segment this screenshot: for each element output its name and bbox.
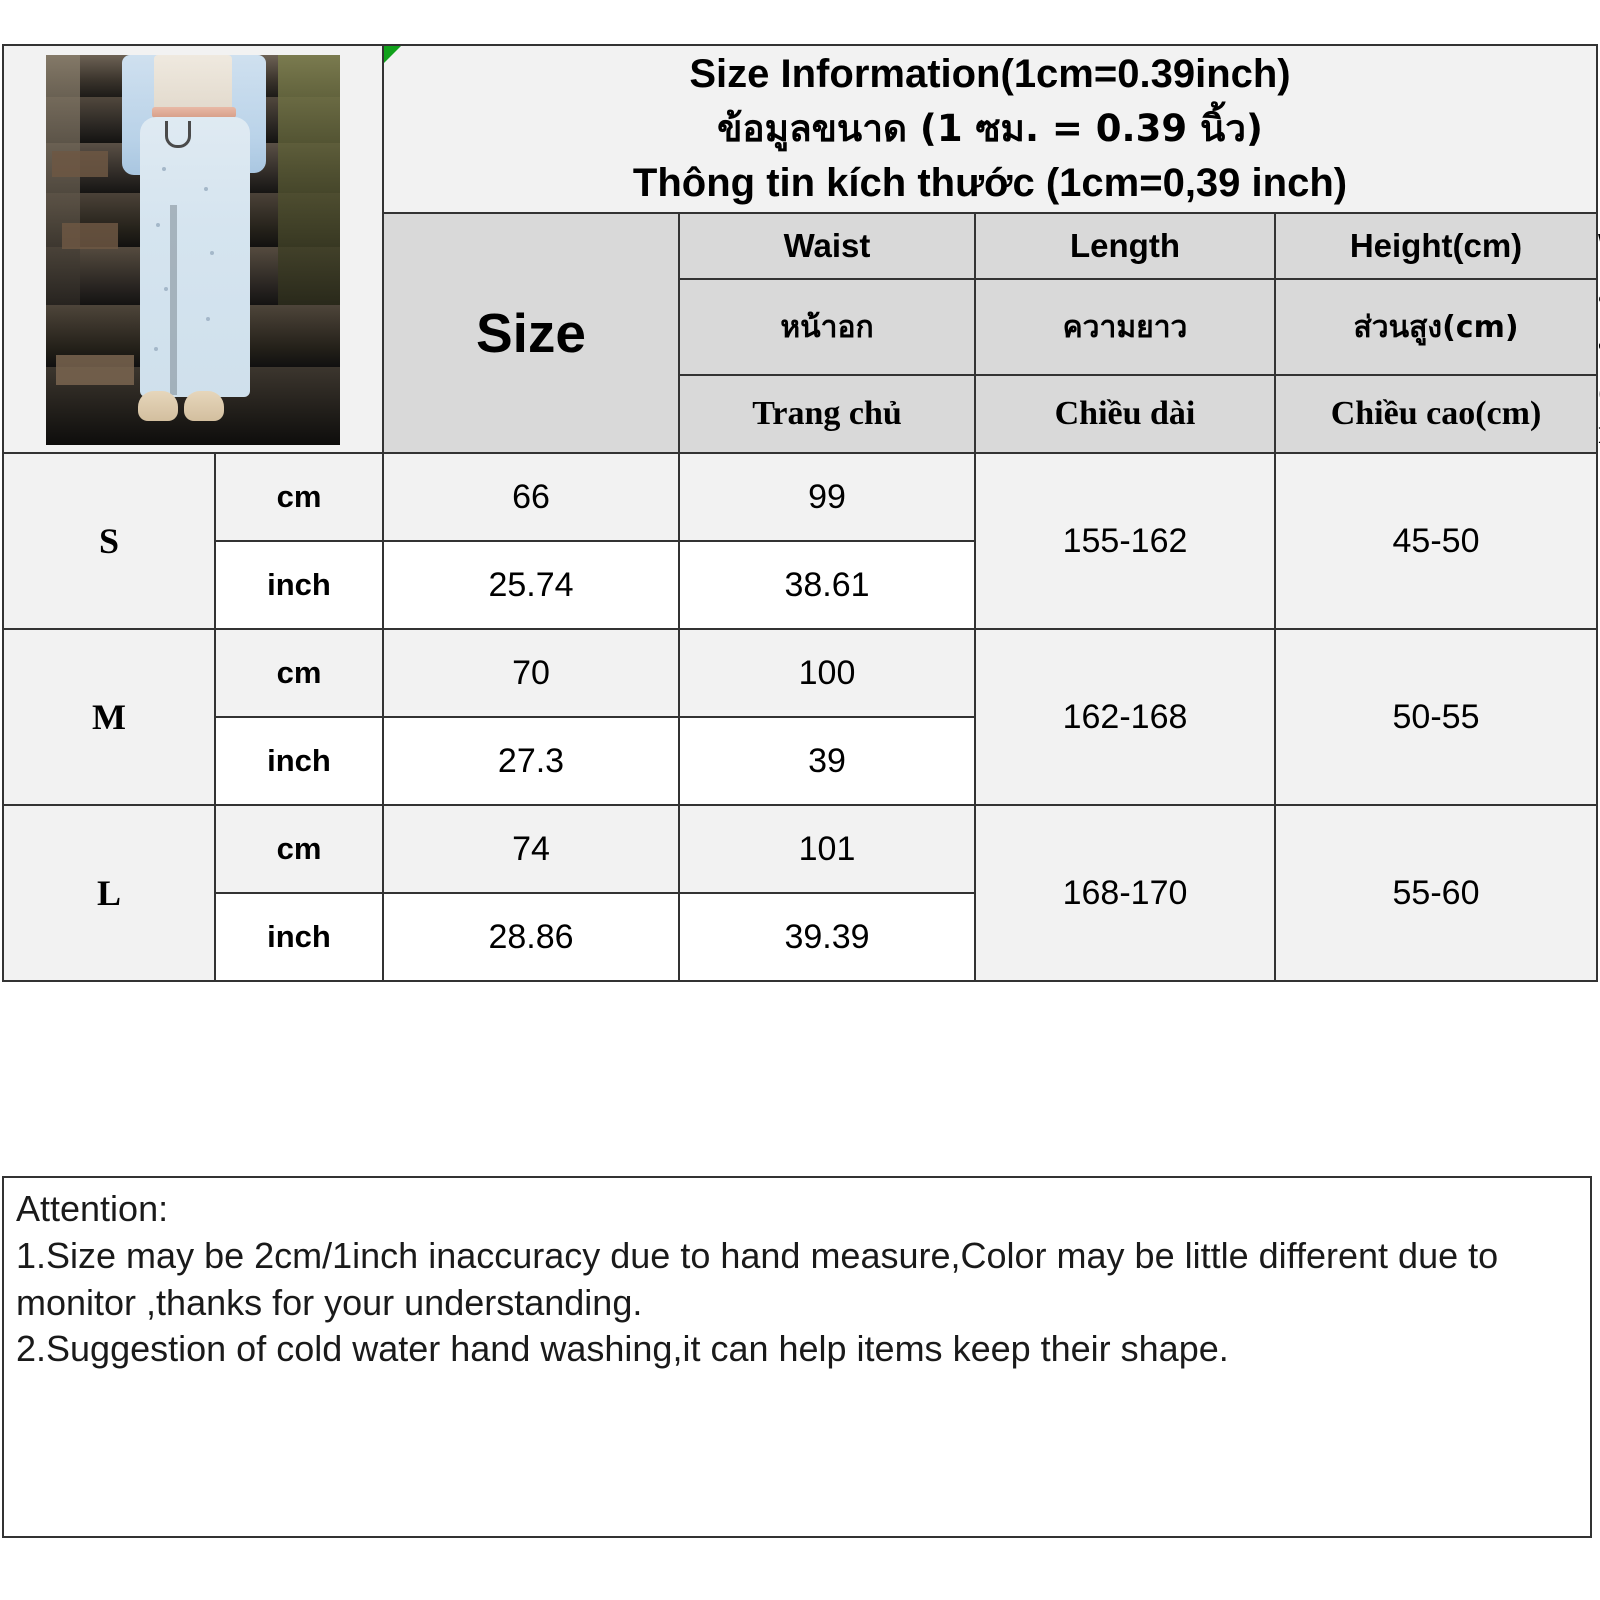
- table-row: inch 25.74 38.61: [3, 540, 1597, 631]
- weight-range-s: 45-50: [1274, 452, 1598, 631]
- size-information-title: Size Information(1cm=0.39inch) ข้อมูลขนา…: [382, 43, 1598, 215]
- header-row-english: Size Waist Length Height(cm) Weight(kg): [3, 212, 1600, 455]
- product-photo-cell: [2, 43, 384, 455]
- table-row: S cm 66 99 155-162 45-50: [2, 452, 1598, 631]
- model-figure: [118, 55, 268, 445]
- column-header-height-en: Height(cm): [1274, 212, 1598, 281]
- height-range-l: 168-170: [974, 804, 1276, 983]
- unit-label-inch-s: inch: [214, 540, 384, 631]
- attention-heading: Attention:: [16, 1188, 169, 1229]
- unit-label-inch-l: inch: [214, 892, 384, 983]
- weight-range-l: 55-60: [1274, 804, 1598, 983]
- column-header-height-th: ส่วนสูง(cm): [1274, 278, 1598, 377]
- waist-cm-l: 74: [382, 804, 680, 895]
- table-row: L cm 74 101 168-170 55-60: [2, 804, 1598, 983]
- height-range-s: 155-162: [974, 452, 1276, 631]
- attention-item-1: 1.Size may be 2cm/1inch inaccuracy due t…: [16, 1234, 1499, 1323]
- comment-flag-icon: [384, 46, 401, 63]
- size-chart-table: Size Information(1cm=0.39inch) ข้อมูลขนา…: [2, 43, 1600, 983]
- table-row: M cm 70 100 162-168 50-55: [2, 628, 1598, 807]
- length-cm-m: 100: [678, 628, 976, 719]
- unit-label-cm-s: cm: [214, 452, 384, 543]
- table-row: inch 28.86 39.39: [3, 892, 1597, 983]
- size-header-label: Size: [382, 212, 680, 455]
- waist-inch-s: 25.74: [382, 540, 680, 631]
- product-photo: [46, 55, 340, 446]
- waist-inch-l: 28.86: [382, 892, 680, 983]
- length-inch-m: 39: [678, 716, 976, 807]
- height-range-m: 162-168: [974, 628, 1276, 807]
- attention-notes: Attention: 1.Size may be 2cm/1inch inacc…: [2, 1176, 1592, 1538]
- title-row: Size Information(1cm=0.39inch) ข้อมูลขนา…: [2, 43, 1598, 455]
- waist-cm-s: 66: [382, 452, 680, 543]
- column-header-waist-th: หน้าอก: [678, 278, 976, 377]
- size-letter-l: L: [2, 804, 216, 983]
- column-header-height-vi: Chiều cao(cm): [1274, 374, 1598, 455]
- length-cm-s: 99: [678, 452, 976, 543]
- unit-label-inch-m: inch: [214, 716, 384, 807]
- column-header-waist-en: Waist: [678, 212, 976, 281]
- column-header-length-th: ความยาว: [974, 278, 1276, 377]
- column-header-length-vi: Chiều dài: [974, 374, 1276, 455]
- size-letter-s: S: [2, 452, 216, 631]
- unit-label-cm-l: cm: [214, 804, 384, 895]
- title-line-vietnamese: Thông tin kích thước (1cm=0,39 inch): [632, 161, 1348, 206]
- title-line-thai: ข้อมูลขนาด (1 ซม. = 0.39 นิ้ว): [717, 106, 1263, 150]
- unit-label-cm-m: cm: [214, 628, 384, 719]
- length-inch-l: 39.39: [678, 892, 976, 983]
- column-header-length-en: Length: [974, 212, 1276, 281]
- size-letter-m: M: [2, 628, 216, 807]
- weight-range-m: 50-55: [1274, 628, 1598, 807]
- column-header-waist-vi: Trang chủ: [678, 374, 976, 455]
- waist-cm-m: 70: [382, 628, 680, 719]
- waist-inch-m: 27.3: [382, 716, 680, 807]
- title-line-english: Size Information(1cm=0.39inch): [689, 52, 1291, 96]
- length-cm-l: 101: [678, 804, 976, 895]
- table-row: inch 27.3 39: [3, 716, 1597, 807]
- attention-item-2: 2.Suggestion of cold water hand washing,…: [16, 1328, 1229, 1370]
- length-inch-s: 38.61: [678, 540, 976, 631]
